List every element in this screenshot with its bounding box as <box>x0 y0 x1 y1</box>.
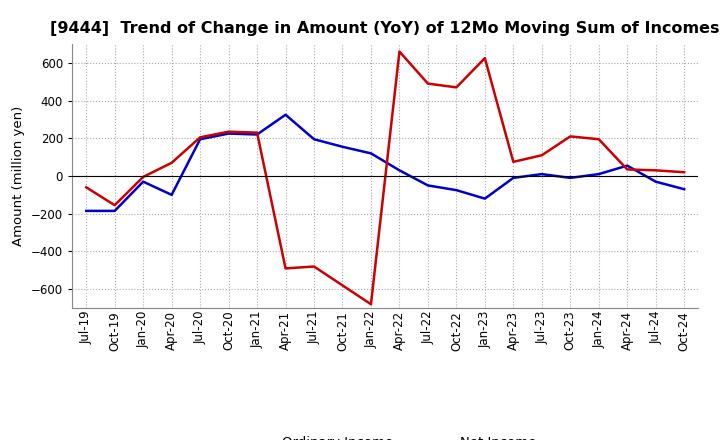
Ordinary Income <box>623 163 631 168</box>
Title: [9444]  Trend of Change in Amount (YoY) of 12Mo Moving Sum of Incomes: [9444] Trend of Change in Amount (YoY) o… <box>50 21 720 36</box>
Ordinary Income <box>652 179 660 184</box>
Ordinary Income <box>253 132 261 137</box>
Y-axis label: Amount (million yen): Amount (million yen) <box>12 106 25 246</box>
Net Income <box>566 134 575 139</box>
Ordinary Income <box>110 208 119 213</box>
Ordinary Income <box>423 183 432 188</box>
Ordinary Income <box>537 172 546 177</box>
Ordinary Income <box>566 175 575 180</box>
Net Income <box>196 135 204 140</box>
Net Income <box>423 81 432 86</box>
Ordinary Income <box>395 168 404 173</box>
Net Income <box>537 153 546 158</box>
Ordinary Income <box>282 112 290 117</box>
Net Income <box>282 266 290 271</box>
Ordinary Income <box>310 136 318 142</box>
Net Income <box>652 168 660 173</box>
Ordinary Income <box>167 192 176 198</box>
Net Income <box>110 202 119 208</box>
Ordinary Income <box>680 187 688 192</box>
Net Income <box>452 85 461 90</box>
Net Income <box>167 160 176 165</box>
Ordinary Income <box>82 208 91 213</box>
Net Income <box>310 264 318 269</box>
Ordinary Income <box>366 151 375 156</box>
Ordinary Income <box>509 175 518 180</box>
Ordinary Income <box>196 136 204 142</box>
Net Income <box>680 169 688 175</box>
Ordinary Income <box>225 131 233 136</box>
Net Income <box>480 55 489 61</box>
Net Income <box>509 159 518 165</box>
Ordinary Income <box>338 144 347 150</box>
Net Income <box>623 167 631 172</box>
Net Income <box>225 129 233 134</box>
Net Income <box>595 136 603 142</box>
Net Income <box>82 185 91 190</box>
Net Income <box>139 174 148 180</box>
Net Income <box>253 130 261 135</box>
Ordinary Income <box>139 179 148 184</box>
Net Income <box>395 49 404 54</box>
Net Income <box>338 283 347 288</box>
Net Income <box>366 301 375 307</box>
Ordinary Income <box>595 172 603 177</box>
Line: Net Income: Net Income <box>86 51 684 304</box>
Ordinary Income <box>480 196 489 201</box>
Legend: Ordinary Income, Net Income: Ordinary Income, Net Income <box>229 431 541 440</box>
Line: Ordinary Income: Ordinary Income <box>86 115 684 211</box>
Ordinary Income <box>452 187 461 193</box>
